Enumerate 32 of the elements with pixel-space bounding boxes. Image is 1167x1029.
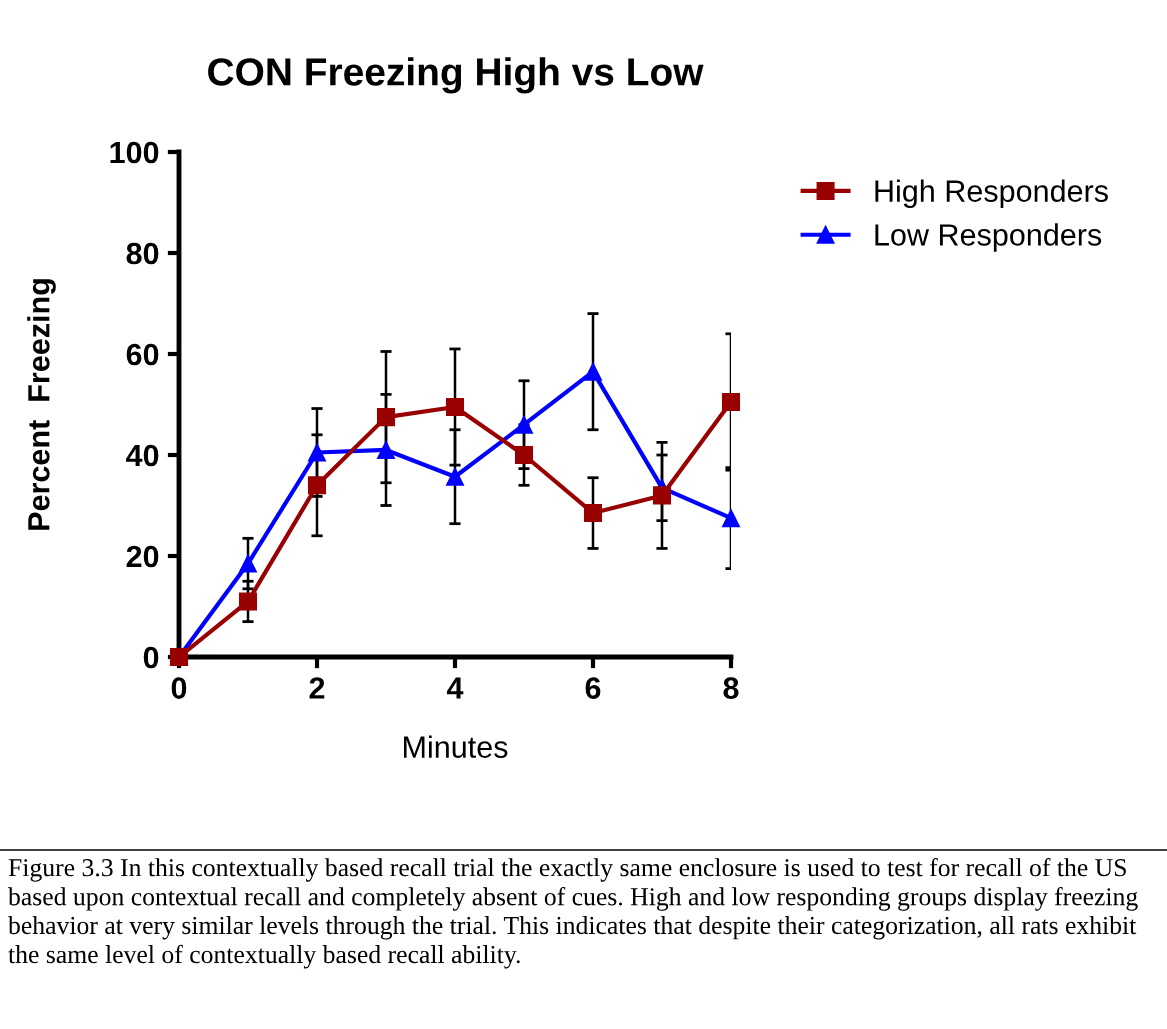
y-axis-title: Percent Freezing [27, 279, 56, 530]
point [652, 486, 672, 505]
y-tick-label: 100 [110, 141, 159, 164]
y-tick-label: 20 [126, 545, 159, 568]
y-tick-label: 40 [126, 444, 159, 467]
y-tick-label: 60 [126, 343, 159, 366]
point [721, 509, 741, 528]
point [514, 445, 534, 465]
legend-label: High Responders [875, 179, 1108, 208]
point [583, 504, 603, 523]
point [445, 397, 465, 417]
point [721, 392, 741, 412]
x-tick-label: 4 [446, 677, 464, 699]
point [445, 467, 465, 486]
point [307, 443, 327, 462]
point [376, 440, 396, 459]
x-tick-label: 6 [585, 677, 601, 699]
y-tick-label: 0 [143, 646, 159, 669]
caption: Figure 3.3 In this contextually based recall trial the exactly same enclosure is used to test for recall of the US based upon contextual recall and completely absent of cues. High and low responding groups display freezing behavior at very similar levels through the trial. This indicates that despite their categorization, all rats exhibit the same level of contextually based recall ability. [8, 858, 1138, 969]
point [376, 408, 396, 427]
chart-title: CON Freezing High vs Low [208, 57, 704, 94]
y-tick-label: 80 [126, 242, 159, 265]
point [583, 362, 603, 381]
point [514, 415, 534, 434]
legend-label: Low Responders [875, 223, 1102, 252]
point [238, 592, 258, 611]
point [307, 476, 327, 495]
point [238, 554, 258, 573]
x-tick-label: 2 [309, 677, 325, 699]
x-tick-label: 0 [171, 677, 187, 699]
x-axis-title: Minutes [404, 735, 508, 758]
x-tick-label: 8 [723, 677, 739, 699]
